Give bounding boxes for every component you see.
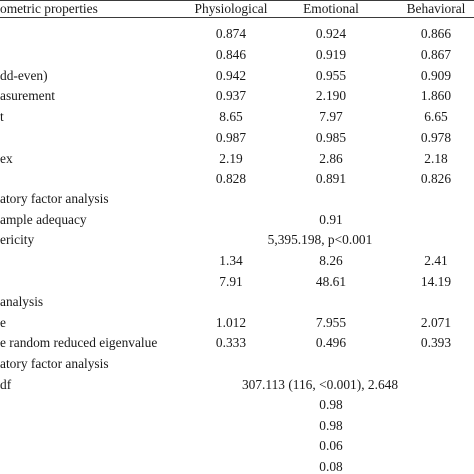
row-physiological: 0.828 — [215, 171, 247, 186]
row-behavioral: 2.41 — [424, 253, 448, 268]
row-span-value: 0.98 — [319, 397, 343, 412]
row-physiological: 0.333 — [215, 335, 247, 350]
row-label: ericity — [0, 232, 35, 247]
row-emotional: 2.190 — [315, 88, 347, 103]
row-behavioral: 2.18 — [424, 151, 448, 166]
header-physiological: Physiological — [194, 1, 268, 16]
row-physiological: 1.012 — [215, 315, 247, 330]
row-physiological: 7.91 — [219, 274, 243, 289]
row-emotional: 0.985 — [315, 130, 347, 145]
row-emotional: 7.97 — [319, 109, 343, 124]
row-label: e — [0, 315, 6, 330]
row-span-value: 0.98 — [319, 418, 343, 433]
row-behavioral: 0.867 — [420, 47, 452, 62]
row-label: asurement — [0, 88, 56, 103]
row-label: df — [0, 377, 12, 392]
row-physiological: 0.937 — [215, 88, 247, 103]
row-span-value: 5,395.198, p<0.001 — [267, 232, 373, 247]
row-emotional: 48.61 — [315, 274, 347, 289]
header-emotional: Emotional — [303, 1, 359, 16]
row-label: e random reduced eigenvalue — [0, 335, 158, 350]
row-emotional: 0.955 — [315, 68, 347, 83]
row-label: ex — [0, 151, 13, 166]
row-emotional: 0.919 — [315, 47, 347, 62]
row-emotional: 2.86 — [319, 151, 343, 166]
row-behavioral: 6.65 — [424, 109, 448, 124]
row-label: ample adequacy — [0, 212, 87, 227]
row-emotional: 0.924 — [315, 26, 347, 41]
row-emotional: 0.891 — [315, 171, 347, 186]
section-label: atory factor analysis — [0, 356, 109, 371]
row-label: t — [0, 109, 4, 124]
header-rule — [0, 17, 474, 18]
header-property: ometric properties — [0, 1, 98, 16]
row-emotional: 7.955 — [315, 315, 347, 330]
row-emotional: 0.496 — [315, 335, 347, 350]
row-physiological: 0.987 — [215, 130, 247, 145]
row-behavioral: 0.978 — [420, 130, 452, 145]
row-span-value: 307.113 (116, <0.001), 2.648 — [241, 377, 399, 392]
row-label: dd-even) — [0, 68, 48, 83]
row-behavioral: 14.19 — [420, 274, 452, 289]
row-span-value: 0.91 — [319, 212, 343, 227]
row-physiological: 8.65 — [219, 109, 243, 124]
row-behavioral: 0.393 — [420, 335, 452, 350]
section-label: atory factor analysis — [0, 191, 109, 206]
row-physiological: 0.874 — [215, 26, 247, 41]
row-behavioral: 0.866 — [420, 26, 452, 41]
row-span-value: 0.08 — [319, 459, 343, 474]
row-physiological: 0.846 — [215, 47, 247, 62]
row-physiological: 0.942 — [215, 68, 247, 83]
row-emotional: 8.26 — [319, 253, 343, 268]
header-behavioral: Behavioral — [406, 1, 466, 16]
row-span-value: 0.06 — [319, 438, 343, 453]
row-physiological: 1.34 — [219, 253, 243, 268]
row-behavioral: 0.909 — [420, 68, 452, 83]
row-behavioral: 0.826 — [420, 171, 452, 186]
top-rule — [0, 0, 474, 1]
section-label: analysis — [0, 294, 44, 309]
row-behavioral: 2.071 — [420, 315, 452, 330]
row-behavioral: 1.860 — [420, 88, 452, 103]
row-physiological: 2.19 — [219, 151, 243, 166]
